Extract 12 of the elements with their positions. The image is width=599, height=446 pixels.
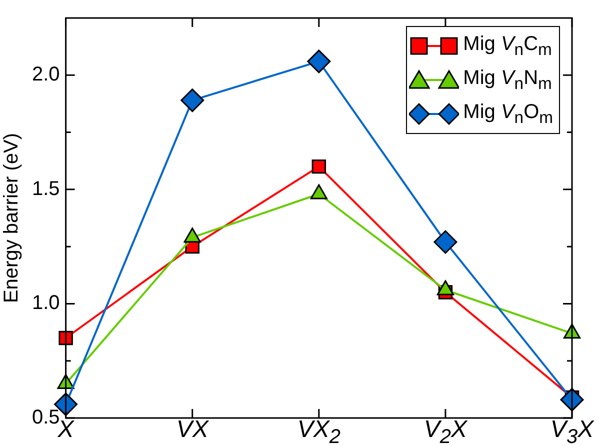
legend-label: Mig V$_{n}$N$_{m}$ — [463, 66, 552, 94]
legend-label: Mig V$_{n}$C$_{m}$ — [463, 32, 552, 60]
y-tick-label: 0.5 — [32, 406, 60, 429]
text: 1.0 — [32, 292, 60, 314]
x-tick-label: V$_{3}$X — [549, 416, 596, 446]
x-tick-label: VX$_{2}$ — [296, 416, 342, 446]
legend-label: Mig V$_{n}$O$_{m}$ — [463, 100, 553, 128]
y-axis-title: Energy barrier (eV) — [0, 132, 23, 304]
x-tick-label: VX — [175, 416, 210, 444]
y-tick-label: 1.5 — [32, 178, 60, 200]
x-tick-label: V$_{2}$X — [422, 416, 468, 446]
text: 2.0 — [32, 64, 60, 86]
